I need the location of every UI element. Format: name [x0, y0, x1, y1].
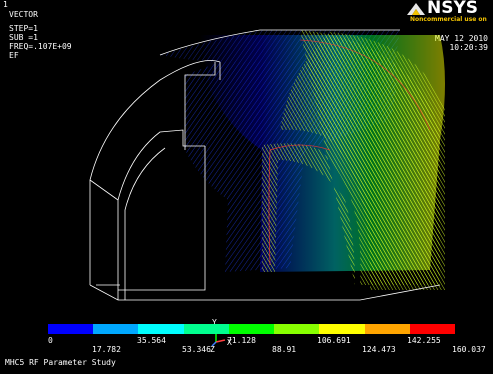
- axis-x-label: X: [227, 338, 232, 347]
- legend-band-5: [228, 324, 275, 334]
- legend-band-2: [93, 324, 139, 334]
- plot-date: MAY 12 2010: [435, 34, 488, 43]
- study-title: MHC5 RF Parameter Study: [5, 358, 116, 367]
- contour-legend-bar: [48, 324, 455, 334]
- plot-info-block: VECTOR STEP=1 SUB =1 FREQ=.107E+09 EF: [9, 10, 72, 60]
- date-time-block: MAY 12 2010 10:20:39: [435, 34, 488, 52]
- sub-label: SUB =1: [9, 33, 38, 42]
- legend-band-3: [138, 324, 184, 334]
- plot-type-label: VECTOR: [9, 10, 38, 19]
- ansys-logo: NSYS Noncommercial use on: [405, 0, 493, 26]
- legend-label: 160.037: [452, 345, 486, 354]
- legend-band-7: [319, 324, 365, 334]
- legend-label: 0: [48, 336, 53, 345]
- plot-time: 10:20:39: [449, 43, 488, 52]
- noncommercial-notice: Noncommercial use on: [410, 16, 487, 23]
- legend-band-8: [364, 324, 410, 334]
- legend-band-4: [183, 324, 229, 334]
- ansys-logo-mark-icon: [407, 3, 425, 15]
- legend-band-6: [274, 324, 320, 334]
- legend-label: 17.782: [92, 345, 121, 354]
- ansys-logo-word: NSYS: [427, 0, 479, 18]
- axis-y-label: Y: [212, 318, 217, 327]
- legend-label: 88.91: [272, 345, 297, 354]
- legend-label: 142.255: [407, 336, 441, 345]
- legend-band-9: [409, 324, 455, 334]
- legend-band-1: [48, 324, 94, 334]
- freq-label: FREQ=.107E+09: [9, 42, 72, 51]
- window-number: 1: [3, 0, 8, 9]
- step-label: STEP=1: [9, 24, 38, 33]
- legend-label: 71.128: [227, 336, 256, 345]
- legend-label: 53.346: [182, 345, 211, 354]
- vector-field-arch: [262, 30, 445, 290]
- legend-label: 106.691: [317, 336, 351, 345]
- legend-label: 35.564: [137, 336, 166, 345]
- result-item-label: EF: [9, 51, 19, 60]
- legend-label: 124.473: [362, 345, 396, 354]
- axis-z-label: Z: [210, 345, 215, 354]
- geometry-wireframe: [89, 29, 441, 301]
